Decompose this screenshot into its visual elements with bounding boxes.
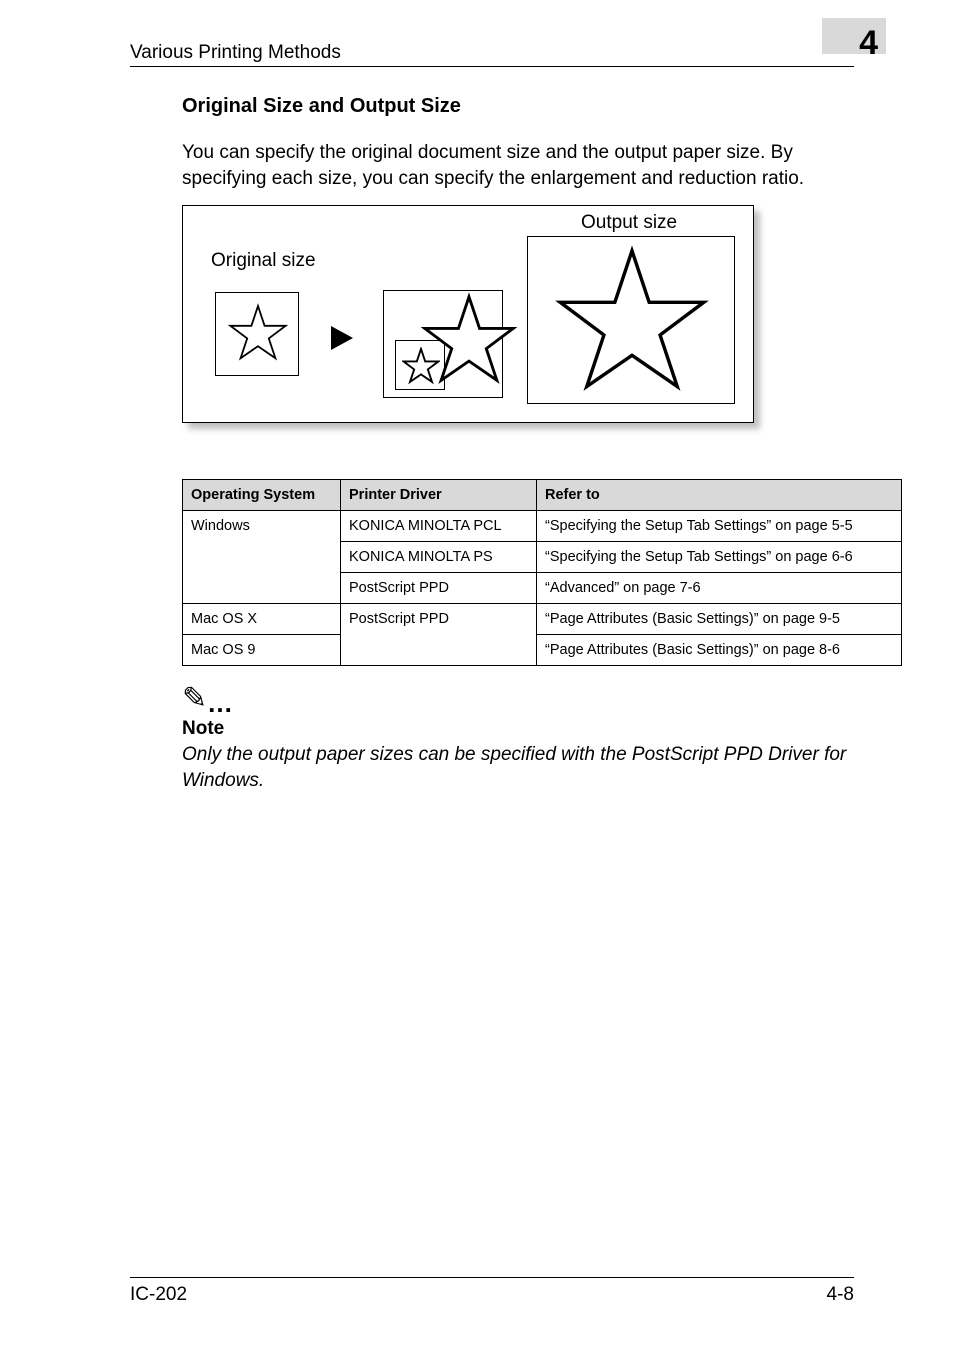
star-icon bbox=[228, 303, 288, 363]
table-header: Operating System bbox=[183, 480, 341, 511]
star-icon bbox=[421, 292, 517, 388]
table-row: Mac OS 9 “Page Attributes (Basic Setting… bbox=[183, 635, 902, 666]
running-header: Various Printing Methods bbox=[130, 42, 854, 67]
star-icon bbox=[550, 243, 714, 399]
output-size-label: Output size bbox=[581, 212, 677, 234]
note-body: Only the output paper sizes can be speci… bbox=[182, 742, 854, 793]
table-cell: PostScript PPD bbox=[341, 573, 537, 604]
note-icon: ✎... bbox=[182, 684, 854, 716]
footer-model: IC-202 bbox=[130, 1284, 187, 1306]
output-size-box bbox=[527, 236, 735, 404]
table-cell: PostScript PPD bbox=[341, 604, 537, 666]
table-cell: “Page Attributes (Basic Settings)” on pa… bbox=[537, 604, 902, 635]
footer-page: 4-8 bbox=[827, 1284, 854, 1306]
note-heading: Note bbox=[182, 718, 854, 740]
table-cell: Mac OS 9 bbox=[183, 635, 341, 666]
table-cell: “Specifying the Setup Tab Settings” on p… bbox=[537, 542, 902, 573]
note-block: ✎... Note Only the output paper sizes ca… bbox=[182, 684, 854, 793]
table-cell: “Page Attributes (Basic Settings)” on pa… bbox=[537, 635, 902, 666]
table-cell: “Specifying the Setup Tab Settings” on p… bbox=[537, 511, 902, 542]
chapter-number: 4 bbox=[859, 24, 878, 63]
table-row: Mac OS X PostScript PPD “Page Attributes… bbox=[183, 604, 902, 635]
table-cell: Windows bbox=[183, 511, 341, 604]
driver-table: Operating System Printer Driver Refer to… bbox=[182, 479, 902, 666]
table-cell: KONICA MINOLTA PS bbox=[341, 542, 537, 573]
original-size-box bbox=[215, 292, 299, 376]
section-name: Various Printing Methods bbox=[130, 42, 341, 64]
table-row: Windows KONICA MINOLTA PCL “Specifying t… bbox=[183, 511, 902, 542]
page-footer: IC-202 4-8 bbox=[130, 1277, 854, 1306]
table-cell: Mac OS X bbox=[183, 604, 341, 635]
table-cell: KONICA MINOLTA PCL bbox=[341, 511, 537, 542]
table-header: Refer to bbox=[537, 480, 902, 511]
arrow-icon bbox=[331, 326, 353, 350]
table-header: Printer Driver bbox=[341, 480, 537, 511]
section-paragraph: You can specify the original document si… bbox=[182, 140, 854, 191]
original-size-label: Original size bbox=[211, 250, 316, 272]
table-cell: “Advanced” on page 7-6 bbox=[537, 573, 902, 604]
chapter-badge: 4 bbox=[822, 18, 886, 70]
size-diagram: Original size bbox=[182, 205, 854, 423]
section-heading: Original Size and Output Size bbox=[182, 95, 854, 118]
